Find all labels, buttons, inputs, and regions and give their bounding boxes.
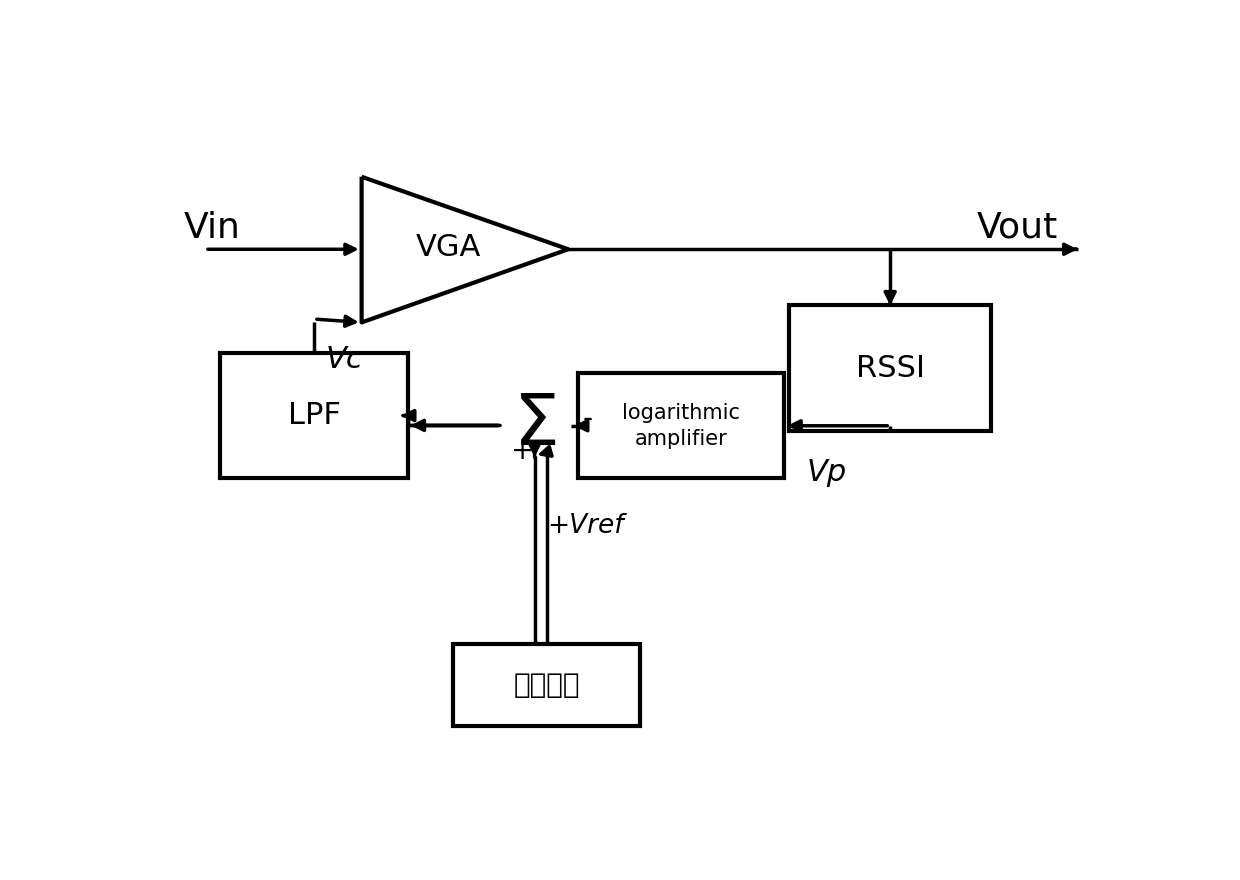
Text: Vout: Vout <box>977 210 1058 245</box>
Text: 神经网络: 神经网络 <box>513 671 580 699</box>
Text: Vin: Vin <box>184 210 241 245</box>
Text: +Vref: +Vref <box>547 513 624 539</box>
Text: logarithmic
amplifier: logarithmic amplifier <box>622 402 740 449</box>
Bar <box>578 373 785 478</box>
Bar <box>453 644 640 726</box>
Text: $\Sigma$: $\Sigma$ <box>513 391 557 460</box>
Bar <box>221 353 408 478</box>
Text: Vp: Vp <box>806 458 847 488</box>
Text: RSSI: RSSI <box>856 354 925 383</box>
Bar <box>789 305 991 431</box>
Text: Vc: Vc <box>326 345 363 374</box>
Text: -: - <box>583 405 593 433</box>
Text: LPF: LPF <box>288 401 341 430</box>
Text: +: + <box>511 437 534 466</box>
Text: VGA: VGA <box>415 233 481 262</box>
